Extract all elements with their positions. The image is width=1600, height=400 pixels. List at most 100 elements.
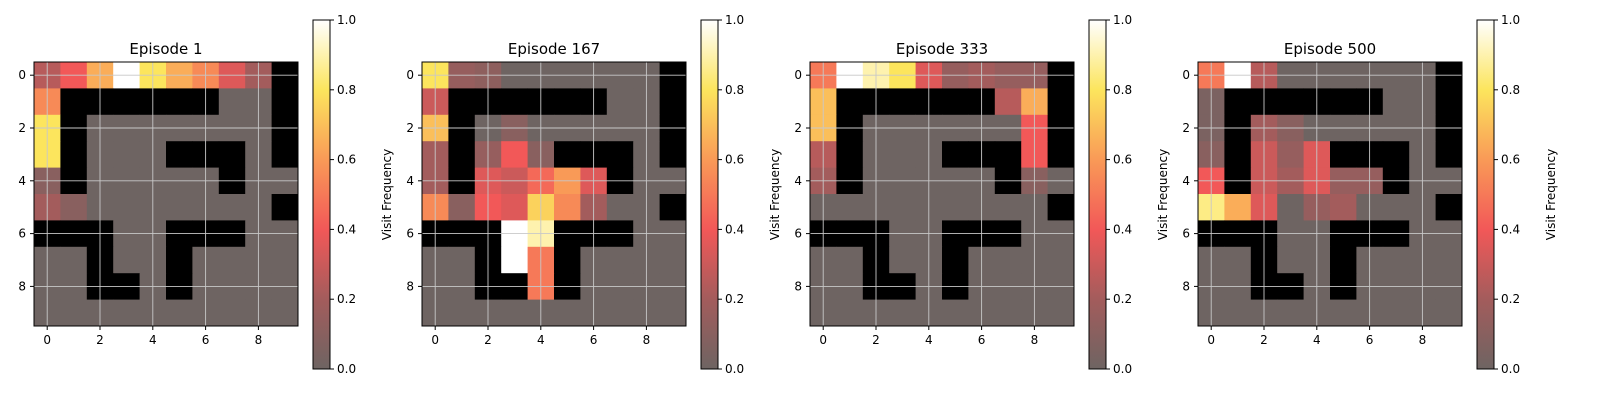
colorbar-label: Visit Frequency (1156, 149, 1170, 240)
wall-cell (554, 141, 581, 168)
heatmap-cell (448, 246, 476, 274)
heatmap-cell (554, 299, 581, 327)
x-tick-label: 2 (1260, 333, 1268, 347)
heatmap-cell (1382, 299, 1410, 327)
colorbar (1088, 19, 1107, 370)
axes-frame (33, 61, 299, 327)
x-tick-label: 4 (925, 333, 933, 347)
y-tick-label: 8 (18, 279, 26, 293)
wall-cell (659, 88, 687, 116)
y-tick-label: 2 (18, 121, 26, 135)
heatmap-cell (836, 299, 864, 327)
heatmap-cell (1224, 299, 1252, 327)
heatmap-cell (60, 194, 88, 221)
colorbar-tick-label: 0.6 (337, 153, 356, 167)
colorbar-tick-label: 0.6 (725, 153, 744, 167)
y-tick-label: 8 (1182, 279, 1190, 293)
heatmap-cell (554, 194, 581, 221)
wall-cell (113, 88, 140, 116)
wall-cell (271, 88, 299, 116)
heatmap-cell (606, 299, 634, 327)
x-tick-label: 2 (484, 333, 492, 347)
heatmap-cell (113, 194, 140, 221)
y-tick-label: 0 (406, 68, 414, 82)
heatmap-cell (218, 194, 246, 221)
axes-frame (1197, 61, 1463, 327)
heatmap-cell (1435, 246, 1463, 274)
heatmap-panel: Episode 333 0 2 4 6 8 0 2 4 6 8 0.0 0.2 0.4 0.6 0.8 1.0 V… (794, 13, 1170, 376)
x-tick-label: 6 (978, 333, 986, 347)
heatmap-panel: Episode 1 0 2 4 6 8 0 2 4 6 8 0.0 0.2 0.4 0.6 0.8 1.0 Vis… (18, 13, 394, 376)
heatmap-cell (1224, 194, 1252, 221)
wall-cell (166, 141, 193, 168)
colorbar-tick-label: 0.2 (1501, 292, 1520, 306)
y-tick-label: 6 (18, 227, 26, 241)
x-tick-label: 0 (43, 333, 51, 347)
wall-cell (942, 141, 969, 168)
heatmap-cell (1047, 299, 1075, 327)
colorbar-tick-label: 0.8 (725, 83, 744, 97)
heatmap-cell (659, 246, 687, 274)
wall-cell (1435, 194, 1463, 221)
heatmap-cell (501, 246, 528, 274)
y-tick-label: 4 (18, 174, 26, 188)
panel-title: Episode 333 (896, 40, 988, 58)
wall-cell (659, 194, 687, 221)
heatmap-cell (448, 299, 476, 327)
heatmap-cell (836, 246, 864, 274)
heatmap-cell (60, 246, 88, 274)
heatmap-cell (501, 299, 528, 327)
wall-cell (1435, 88, 1463, 116)
heatmap-cell (606, 246, 634, 274)
wall-cell (942, 246, 969, 274)
colorbar-tick-label: 1.0 (1501, 13, 1520, 27)
x-tick-label: 6 (1366, 333, 1374, 347)
heatmap-cell (1277, 299, 1304, 327)
y-tick-label: 4 (794, 174, 802, 188)
heatmap-cell (1382, 246, 1410, 274)
wall-cell (166, 246, 193, 274)
axes-frame (421, 61, 687, 327)
heatmap-cell (889, 299, 916, 327)
colorbar-tick-label: 0.2 (1113, 292, 1132, 306)
heatmap-cell (218, 88, 246, 116)
y-tick-label: 0 (1182, 68, 1190, 82)
panel-title: Episode 1 (129, 40, 202, 58)
y-tick-label: 8 (794, 279, 802, 293)
wall-cell (994, 141, 1022, 168)
colorbar-tick-label: 0.4 (1501, 222, 1520, 236)
wall-cell (1330, 88, 1357, 116)
panel-title: Episode 167 (508, 40, 600, 58)
heatmap-cell (1277, 246, 1304, 274)
x-tick-label: 2 (872, 333, 880, 347)
colorbar (700, 19, 719, 370)
x-tick-label: 8 (643, 333, 651, 347)
wall-cell (1047, 194, 1075, 221)
wall-cell (554, 246, 581, 274)
wall-cell (606, 141, 634, 168)
heatmap-cell (889, 194, 916, 221)
axes-frame (809, 61, 1075, 327)
heatmap-cell (218, 246, 246, 274)
heatmap-cell (942, 194, 969, 221)
heatmap-cell (659, 299, 687, 327)
wall-cell (501, 88, 528, 116)
colorbar-tick-label: 0.2 (725, 292, 744, 306)
heatmap-panel: Episode 500 0 2 4 6 8 0 2 4 6 8 0.0 0.2 0.4 0.6 0.8 1.0 V… (1182, 13, 1558, 376)
heatmap-cell (218, 299, 246, 327)
wall-cell (1047, 88, 1075, 116)
colorbar-tick-label: 1.0 (337, 13, 356, 27)
heatmap-cell (889, 141, 916, 168)
y-tick-label: 0 (18, 68, 26, 82)
wall-cell (60, 88, 88, 116)
wall-cell (1330, 141, 1357, 168)
colorbar-tick-label: 0.0 (337, 362, 356, 376)
y-tick-label: 2 (1182, 121, 1190, 135)
colorbar-tick-label: 0.8 (1501, 83, 1520, 97)
y-tick-label: 4 (1182, 174, 1190, 188)
heatmap-cell (1277, 141, 1304, 168)
y-tick-label: 4 (406, 174, 414, 188)
heatmap-cell (166, 299, 193, 327)
wall-cell (1382, 141, 1410, 168)
x-tick-label: 2 (96, 333, 104, 347)
